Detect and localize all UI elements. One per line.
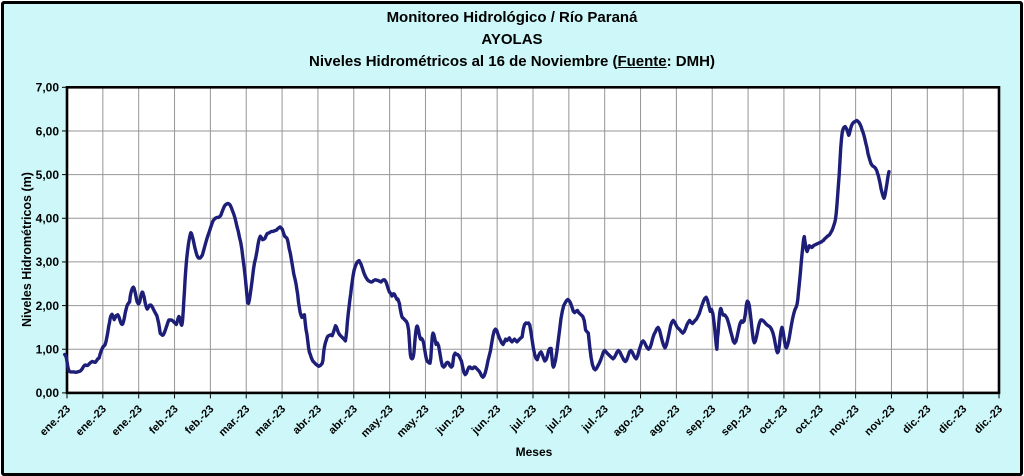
svg-text:ene.-23: ene.-23 <box>110 403 145 438</box>
svg-text:feb.-23: feb.-23 <box>147 403 181 437</box>
svg-text:mar.-23: mar.-23 <box>252 403 288 439</box>
svg-text:0,00: 0,00 <box>36 386 60 400</box>
svg-text:dic.-23: dic.-23 <box>936 403 969 436</box>
svg-text:mar.-23: mar.-23 <box>217 403 253 439</box>
svg-text:oct.-23: oct.-23 <box>756 403 790 437</box>
svg-text:ago.-23: ago.-23 <box>647 403 683 439</box>
svg-text:nov.-23: nov.-23 <box>862 403 897 438</box>
svg-text:may.-23: may.-23 <box>359 403 396 440</box>
svg-text:sep.-23: sep.-23 <box>719 403 754 438</box>
svg-text:ene.-23: ene.-23 <box>74 403 109 438</box>
svg-text:4,00: 4,00 <box>36 212 60 226</box>
svg-text:sep.-23: sep.-23 <box>683 403 718 438</box>
svg-text:jul.-23: jul.-23 <box>543 403 575 435</box>
svg-text:ene.-23: ene.-23 <box>38 403 73 438</box>
svg-text:3,00: 3,00 <box>36 255 60 269</box>
svg-text:7,00: 7,00 <box>36 81 60 95</box>
svg-text:Niveles Hidrométricos (m): Niveles Hidrométricos (m) <box>20 172 34 327</box>
svg-text:dic.-23: dic.-23 <box>900 403 933 436</box>
svg-text:abr.-23: abr.-23 <box>290 403 324 437</box>
svg-text:Meses: Meses <box>516 445 553 459</box>
svg-text:nov.-23: nov.-23 <box>827 403 862 438</box>
svg-text:1,00: 1,00 <box>36 343 60 357</box>
svg-text:may.-23: may.-23 <box>395 403 432 440</box>
svg-text:jul.-23: jul.-23 <box>507 403 539 435</box>
svg-text:jul.-23: jul.-23 <box>579 403 611 435</box>
svg-text:6,00: 6,00 <box>36 124 60 138</box>
svg-text:2,00: 2,00 <box>36 299 60 313</box>
svg-text:jun.-23: jun.-23 <box>469 403 503 437</box>
svg-text:jun.-23: jun.-23 <box>433 403 467 437</box>
svg-text:abr.-23: abr.-23 <box>326 403 360 437</box>
svg-text:oct.-23: oct.-23 <box>792 403 826 437</box>
svg-text:5,00: 5,00 <box>36 168 60 182</box>
svg-text:dic.-23: dic.-23 <box>972 403 1005 436</box>
svg-text:feb.-23: feb.-23 <box>183 403 217 437</box>
svg-text:ago.-23: ago.-23 <box>611 403 647 439</box>
